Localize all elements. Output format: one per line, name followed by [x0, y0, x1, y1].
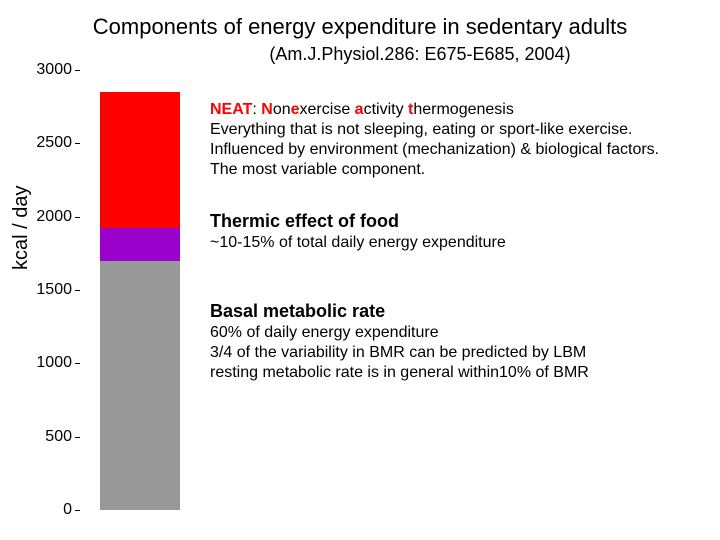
- y-tick-mark: [75, 437, 80, 438]
- bar-segment: [100, 261, 180, 510]
- neat-text-part: :: [252, 101, 261, 118]
- neat-highlight-letter: a: [355, 101, 364, 118]
- neat-text-part: xercise: [300, 101, 355, 118]
- y-tick-label: 3000: [0, 61, 72, 79]
- y-tick-mark: [75, 363, 80, 364]
- neat-highlight-letter: N: [261, 101, 273, 118]
- neat-highlight-letter: e: [291, 101, 300, 118]
- y-tick-label: 0: [0, 501, 72, 519]
- bmr-body: 60% of daily energy expenditure3/4 of th…: [210, 323, 700, 383]
- neat-expansion: : Nonexercise activity thermogenesis: [252, 101, 513, 118]
- neat-text-part: hermogenesis: [413, 101, 514, 118]
- bar-segment: [100, 228, 180, 260]
- annotation-line: ~10-15% of total daily energy expenditur…: [210, 233, 700, 253]
- annotation-line: Influenced by environment (mechanization…: [210, 140, 700, 160]
- tef-body: ~10-15% of total daily energy expenditur…: [210, 233, 700, 253]
- annotation-line: resting metabolic rate is in general wit…: [210, 363, 700, 383]
- neat-body: Everything that is not sleeping, eating …: [210, 120, 700, 180]
- citation: (Am.J.Physiol.286: E675-E685, 2004): [0, 44, 720, 65]
- bar-segment: [100, 92, 180, 228]
- neat-abbrev: NEAT: [210, 101, 252, 118]
- annotation-bmr: Basal metabolic rate 60% of daily energy…: [210, 300, 700, 383]
- y-tick-label: 1500: [0, 281, 72, 299]
- y-tick-mark: [75, 70, 80, 71]
- bmr-heading: Basal metabolic rate: [210, 301, 385, 321]
- y-tick-mark: [75, 217, 80, 218]
- page-title: Components of energy expenditure in sede…: [0, 14, 720, 40]
- y-axis-label: kcal / day: [10, 186, 33, 270]
- annotation-neat: NEAT: Nonexercise activity thermogenesis…: [210, 100, 700, 180]
- annotation-line: Everything that is not sleeping, eating …: [210, 120, 700, 140]
- neat-text-part: ctivity: [364, 101, 408, 118]
- annotation-line: The most variable component.: [210, 160, 700, 180]
- y-tick-mark: [75, 510, 80, 511]
- y-tick-label: 2000: [0, 208, 72, 226]
- y-tick-label: 1000: [0, 354, 72, 372]
- annotation-line: 3/4 of the variability in BMR can be pre…: [210, 343, 700, 363]
- neat-text-part: on: [273, 101, 291, 118]
- y-tick-mark: [75, 290, 80, 291]
- tef-heading: Thermic effect of food: [210, 211, 399, 231]
- y-tick-label: 500: [0, 428, 72, 446]
- y-tick-mark: [75, 143, 80, 144]
- y-tick-label: 2500: [0, 134, 72, 152]
- annotation-line: 60% of daily energy expenditure: [210, 323, 700, 343]
- bar-plot: [80, 70, 200, 510]
- chart-area: [80, 70, 200, 510]
- annotation-tef: Thermic effect of food ~10-15% of total …: [210, 210, 700, 253]
